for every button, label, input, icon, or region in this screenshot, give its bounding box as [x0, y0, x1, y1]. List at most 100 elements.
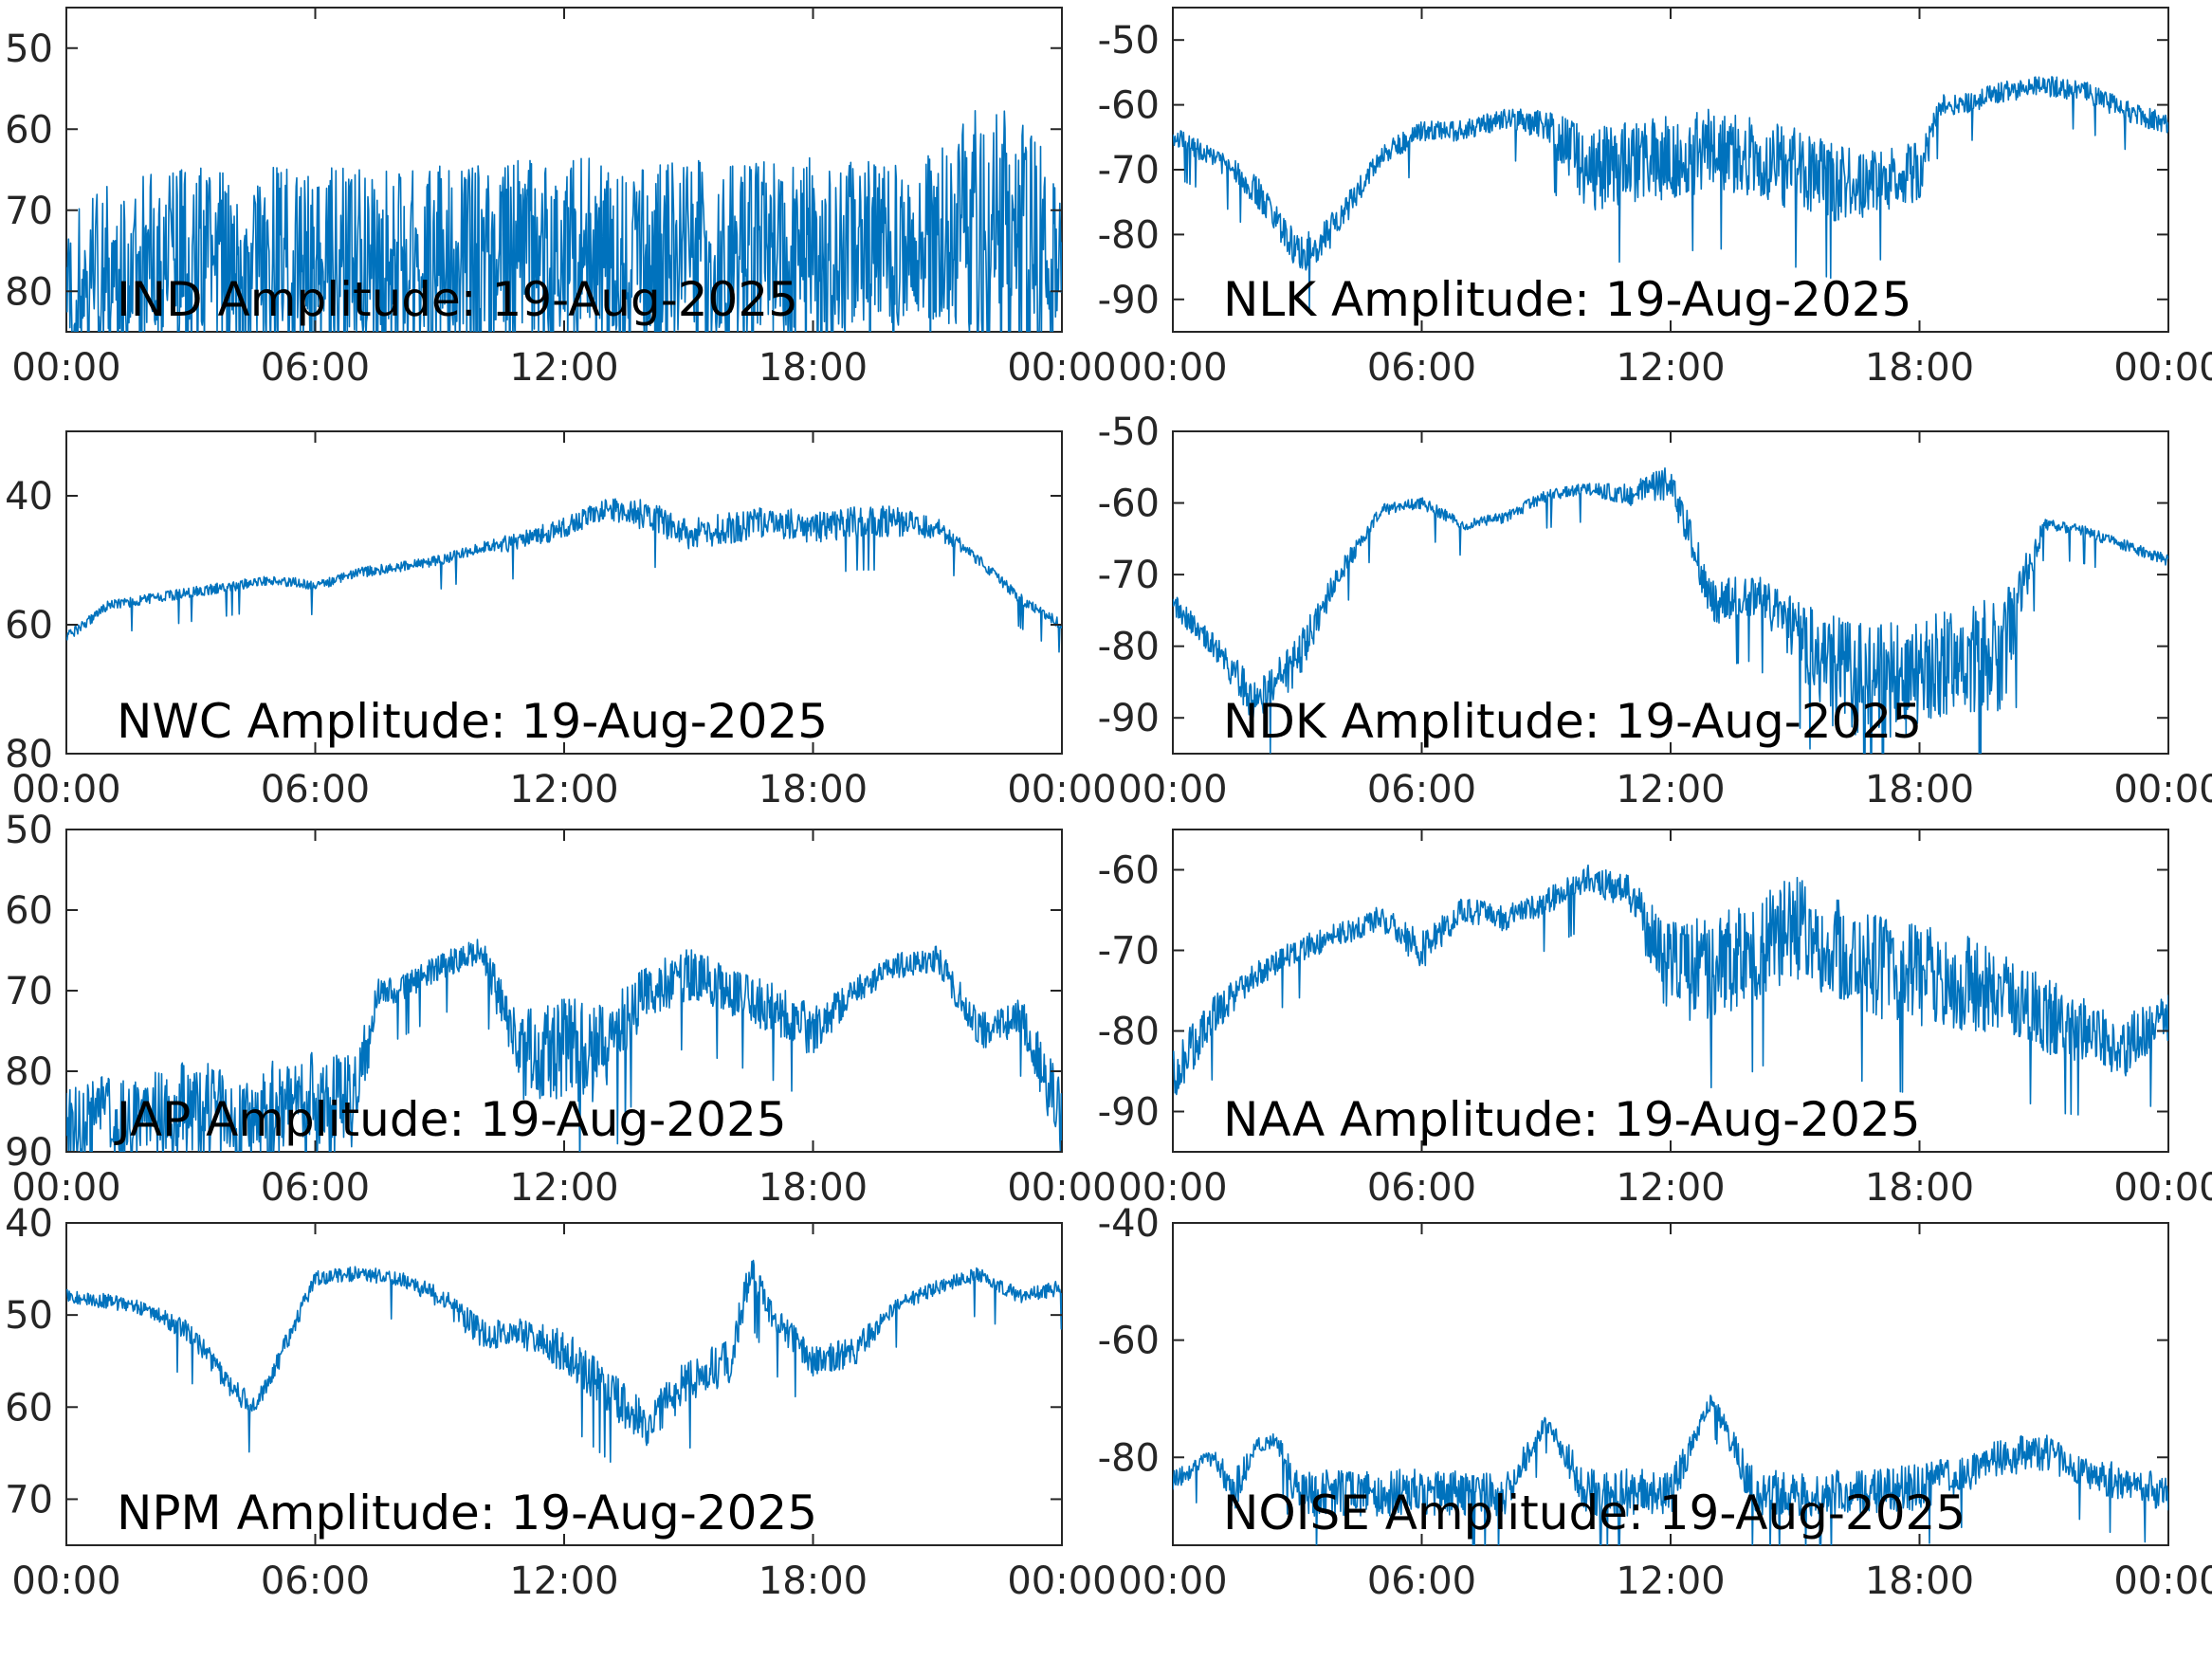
y-tick-label: -80 — [1098, 1011, 1160, 1054]
x-tick-label: 00:00 — [1118, 768, 1227, 811]
y-tick-label: -90 — [1098, 279, 1160, 322]
series-line — [1173, 1395, 2168, 1545]
y-tick-label: -60 — [1098, 483, 1160, 526]
y-tick-label: 70 — [5, 190, 53, 233]
panel-4: -90 -80 -70 -60 -50 00:00 06:00 12:00 18:00 00:00… — [1098, 410, 2212, 811]
y-tick-label: -40 — [1098, 1202, 1160, 1246]
series-line — [66, 939, 1062, 1152]
x-tick-label: 18:00 — [1865, 1166, 1974, 1210]
x-tick-label: 18:00 — [759, 1166, 868, 1210]
y-tick-label: 60 — [5, 1386, 53, 1430]
y-tick-label: -60 — [1098, 1320, 1160, 1363]
y-tick-label: 70 — [5, 970, 53, 1013]
x-tick-label: 00:00 — [11, 1559, 120, 1603]
panel-8: -80 -60 -40 00:00 06:00 12:00 18:00 00:00 NOISE … — [1098, 1202, 2212, 1603]
y-tick-label: -60 — [1098, 84, 1160, 128]
x-tick-label: 06:00 — [261, 346, 370, 390]
series-line — [66, 498, 1062, 653]
series-line — [1173, 864, 2168, 1116]
x-tick-label: 00:00 — [11, 1166, 120, 1210]
y-tick-label: -80 — [1098, 1436, 1160, 1480]
x-tick-label: 18:00 — [759, 768, 868, 811]
x-tick-label: 00:00 — [11, 768, 120, 811]
panel-annotation: NAA Amplitude: 19-Aug-2025 — [1223, 1092, 1921, 1147]
x-tick-label: 00:00 — [1007, 346, 1116, 390]
x-tick-label: 12:00 — [509, 1166, 618, 1210]
x-tick-label: 18:00 — [1865, 1559, 1974, 1603]
y-tick-label: 40 — [5, 475, 53, 519]
x-tick-label: 00:00 — [1118, 1166, 1227, 1210]
x-tick-label: 00:00 — [1007, 1559, 1116, 1603]
x-tick-label: 18:00 — [1865, 768, 1974, 811]
y-tick-label: 50 — [5, 1294, 53, 1338]
x-tick-label: 06:00 — [261, 1166, 370, 1210]
x-tick-label: 00:00 — [2113, 768, 2212, 811]
y-tick-label: -90 — [1098, 1091, 1160, 1135]
y-tick-label: 70 — [5, 1478, 53, 1522]
y-tick-label: 40 — [5, 1202, 53, 1246]
y-tick-label: 90 — [5, 1131, 53, 1175]
x-tick-label: 00:00 — [2113, 1166, 2212, 1210]
x-tick-label: 12:00 — [509, 1559, 618, 1603]
y-tick-label: -80 — [1098, 626, 1160, 669]
x-tick-label: 06:00 — [1367, 346, 1476, 390]
y-tick-label: -70 — [1098, 930, 1160, 974]
panel-1: 80 70 60 50 00:00 06:00 12:00 18:00 00:00 IND Amp… — [5, 7, 1117, 390]
y-tick-label: 80 — [5, 1050, 53, 1094]
x-tick-label: 00:00 — [2113, 346, 2212, 390]
panel-annotation: IND Amplitude: 19-Aug-2025 — [117, 272, 798, 327]
x-tick-label: 00:00 — [1118, 346, 1227, 390]
series-line — [1173, 467, 2168, 754]
panel-6: -90 -80 -70 -60 00:00 06:00 12:00 18:00 00:00 NAA… — [1098, 829, 2212, 1210]
x-tick-label: 00:00 — [11, 346, 120, 390]
x-tick-label: 06:00 — [261, 1559, 370, 1603]
x-tick-label: 18:00 — [759, 346, 868, 390]
axes-frame — [1172, 829, 2169, 1153]
x-tick-label: 12:00 — [1616, 1166, 1725, 1210]
panel-annotation: NWC Amplitude: 19-Aug-2025 — [117, 694, 828, 749]
series-line — [66, 1259, 1062, 1463]
y-tick-label: 60 — [5, 604, 53, 647]
y-tick-label: -50 — [1098, 19, 1160, 63]
x-tick-label: 06:00 — [1367, 768, 1476, 811]
y-tick-label: -70 — [1098, 554, 1160, 597]
y-tick-label: -80 — [1098, 213, 1160, 257]
x-tick-label: 12:00 — [1616, 1559, 1725, 1603]
x-tick-label: 12:00 — [1616, 346, 1725, 390]
x-tick-label: 12:00 — [1616, 768, 1725, 811]
y-tick-label: -70 — [1098, 149, 1160, 192]
y-tick-label: 60 — [5, 108, 53, 152]
axes-frame — [1172, 1222, 2169, 1546]
panel-5: 90 80 70 60 50 00:00 06:00 12:00 18:00 00:00 JAP A… — [5, 809, 1117, 1210]
x-tick-label: 00:00 — [1007, 1166, 1116, 1210]
y-tick-label: 80 — [5, 270, 53, 314]
x-tick-label: 18:00 — [1865, 346, 1974, 390]
x-tick-label: 06:00 — [261, 768, 370, 811]
y-tick-label: 50 — [5, 27, 53, 71]
panel-annotation: NPM Amplitude: 19-Aug-2025 — [117, 1486, 817, 1540]
y-tick-label: -90 — [1098, 697, 1160, 740]
panel-annotation: NDK Amplitude: 19-Aug-2025 — [1223, 694, 1922, 749]
panel-annotation: NLK Amplitude: 19-Aug-2025 — [1223, 272, 1911, 327]
y-tick-label: -50 — [1098, 410, 1160, 454]
x-tick-label: 00:00 — [1118, 1559, 1227, 1603]
axes-frame — [65, 1222, 1063, 1546]
panel-annotation: JAP Amplitude: 19-Aug-2025 — [114, 1092, 787, 1147]
x-tick-label: 12:00 — [509, 768, 618, 811]
x-tick-label: 06:00 — [1367, 1559, 1476, 1603]
panel-annotation: NOISE Amplitude: 19-Aug-2025 — [1223, 1486, 1965, 1540]
panel-2: -90 -80 -70 -60 -50 00:00 06:00 12:00 18:00 00:00… — [1098, 7, 2212, 390]
y-tick-label: 60 — [5, 889, 53, 933]
series-line — [1173, 76, 2168, 310]
x-tick-label: 12:00 — [509, 346, 618, 390]
x-tick-label: 06:00 — [1367, 1166, 1476, 1210]
panel-3: 80 60 40 00:00 06:00 12:00 18:00 00:00 NWC Ampli… — [5, 430, 1117, 811]
y-tick-label: 80 — [5, 733, 53, 776]
panel-7: 70 60 50 40 00:00 06:00 12:00 18:00 00:00 NPM Amp… — [5, 1202, 1117, 1603]
y-tick-label: 50 — [5, 809, 53, 852]
series-line — [66, 110, 1062, 332]
x-tick-label: 18:00 — [759, 1559, 868, 1603]
y-tick-label: -60 — [1098, 849, 1160, 893]
x-tick-label: 00:00 — [1007, 768, 1116, 811]
